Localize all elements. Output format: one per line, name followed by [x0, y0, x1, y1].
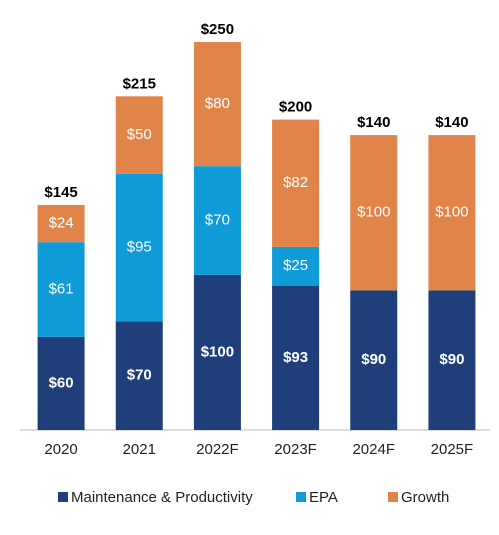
bar-segment	[272, 119, 320, 247]
total-label: $140	[357, 114, 390, 131]
value-label: $100	[201, 343, 234, 360]
value-label: $100	[435, 204, 468, 221]
total-label: $250	[201, 21, 234, 38]
x-tick-label: 2022F	[196, 441, 239, 458]
value-label: $61	[49, 281, 74, 298]
bar-segment	[272, 285, 320, 430]
value-label: $70	[205, 211, 230, 228]
value-label: $24	[49, 215, 74, 232]
value-label: $60	[49, 374, 74, 391]
bar-segment	[193, 166, 241, 275]
value-label: $90	[361, 351, 386, 368]
bar-segment	[428, 290, 476, 430]
legend-label: EPA	[309, 489, 338, 506]
x-tick-label: 2025F	[431, 441, 474, 458]
x-tick-label: 2024F	[352, 441, 395, 458]
legend-swatch	[388, 492, 398, 502]
value-label: $95	[127, 239, 152, 256]
bar-segment	[37, 204, 85, 243]
value-label: $25	[283, 257, 308, 274]
value-label: $80	[205, 95, 230, 112]
bar-segment	[115, 173, 163, 322]
x-tick-label: 2023F	[274, 441, 317, 458]
value-label: $82	[283, 174, 308, 191]
x-tick-label: 2020	[44, 441, 77, 458]
legend-swatch	[296, 492, 306, 502]
bar-segment	[350, 290, 398, 430]
bar-segment	[193, 274, 241, 430]
value-label: $50	[127, 126, 152, 143]
total-label: $215	[123, 75, 156, 92]
bar-segment	[350, 135, 398, 291]
value-label: $90	[439, 351, 464, 368]
value-label: $70	[127, 367, 152, 384]
legend-label: Growth	[401, 489, 449, 506]
bar-segment	[37, 242, 85, 337]
value-label: $100	[357, 204, 390, 221]
bar-segment	[115, 96, 163, 174]
bar-segment	[428, 135, 476, 291]
x-tick-label: 2021	[123, 441, 156, 458]
bar-segment	[272, 246, 320, 286]
legend-swatch	[58, 492, 68, 502]
total-label: $200	[279, 99, 312, 116]
value-label: $93	[283, 349, 308, 366]
bar-segment	[37, 336, 85, 430]
total-label: $145	[44, 184, 77, 201]
bar-segment	[193, 42, 241, 167]
total-label: $140	[435, 114, 468, 131]
legend-label: Maintenance & Productivity	[71, 489, 253, 506]
bar-segment	[115, 321, 163, 430]
